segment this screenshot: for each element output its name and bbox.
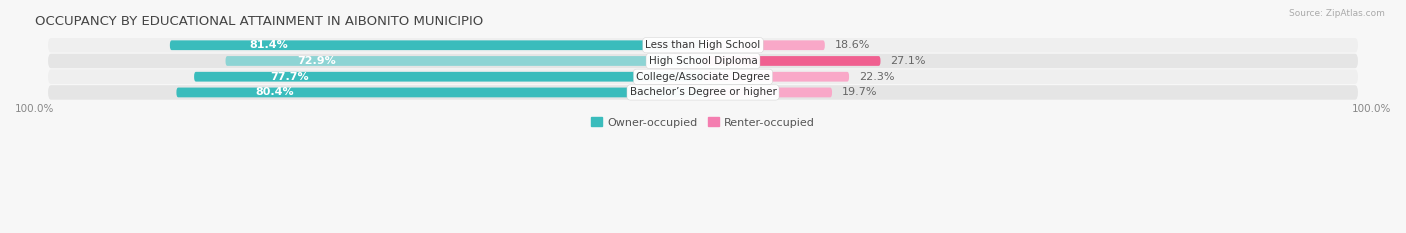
FancyBboxPatch shape <box>703 40 825 50</box>
FancyBboxPatch shape <box>48 54 1358 68</box>
Text: 72.9%: 72.9% <box>297 56 336 66</box>
Text: 19.7%: 19.7% <box>842 87 877 97</box>
FancyBboxPatch shape <box>176 88 703 97</box>
Text: 22.3%: 22.3% <box>859 72 894 82</box>
Text: OCCUPANCY BY EDUCATIONAL ATTAINMENT IN AIBONITO MUNICIPIO: OCCUPANCY BY EDUCATIONAL ATTAINMENT IN A… <box>35 15 482 28</box>
FancyBboxPatch shape <box>703 56 880 66</box>
Text: Less than High School: Less than High School <box>645 40 761 50</box>
Text: High School Diploma: High School Diploma <box>648 56 758 66</box>
FancyBboxPatch shape <box>48 85 1358 100</box>
FancyBboxPatch shape <box>48 69 1358 84</box>
Text: 27.1%: 27.1% <box>890 56 927 66</box>
FancyBboxPatch shape <box>703 88 832 97</box>
Text: 77.7%: 77.7% <box>270 72 309 82</box>
Text: 80.4%: 80.4% <box>256 87 294 97</box>
Legend: Owner-occupied, Renter-occupied: Owner-occupied, Renter-occupied <box>586 113 820 132</box>
Text: 81.4%: 81.4% <box>250 40 288 50</box>
FancyBboxPatch shape <box>48 38 1358 52</box>
Text: 18.6%: 18.6% <box>835 40 870 50</box>
Text: Bachelor’s Degree or higher: Bachelor’s Degree or higher <box>630 87 776 97</box>
FancyBboxPatch shape <box>194 72 703 82</box>
FancyBboxPatch shape <box>225 56 703 66</box>
Text: Source: ZipAtlas.com: Source: ZipAtlas.com <box>1289 9 1385 18</box>
FancyBboxPatch shape <box>170 40 703 50</box>
Text: College/Associate Degree: College/Associate Degree <box>636 72 770 82</box>
FancyBboxPatch shape <box>703 72 849 82</box>
